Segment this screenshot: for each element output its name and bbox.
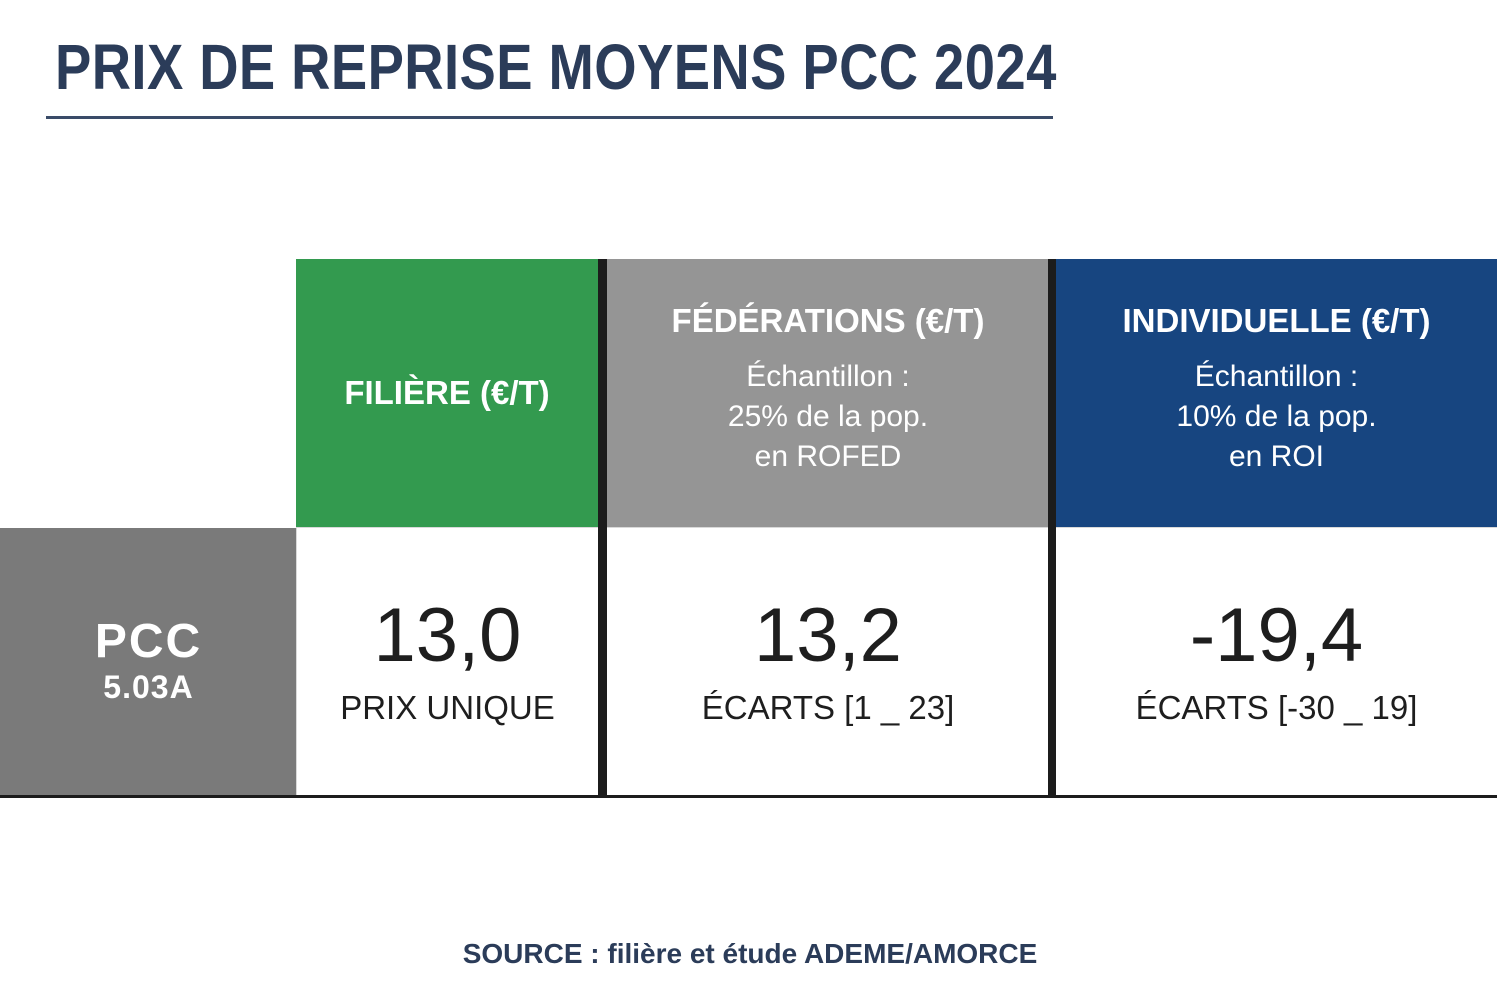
column-header-filiere-label: FILIÈRE (€/T) [344,374,550,412]
column-header-filiere: FILIÈRE (€/T) [296,259,598,527]
value-filiere: 13,0 [373,592,522,678]
page-title: PRIX DE REPRISE MOYENS PCC 2024 [55,31,1057,103]
title-underline [46,116,1053,119]
subheader-line: en ROFED [754,439,902,473]
value-label-federations: ÉCARTS [1 _ 23] [701,689,955,727]
column-header-individuelle-subheader: Échantillon : 10% de la pop. en ROI [1056,357,1497,478]
value-federations: 13,2 [754,592,902,678]
source-caption: SOURCE : filière et étude ADEME/AMORCE [462,938,1038,969]
subheader-line: 25% de la pop. [727,399,929,433]
column-divider [598,259,607,796]
value-cell-individuelle: -19,4 ÉCARTS [-30 _ 19] [1056,527,1497,795]
value-cell-federations: 13,2 ÉCARTS [1 _ 23] [607,527,1049,795]
column-header-individuelle: INDIVIDUELLE (€/T) Échantillon : 10% de … [1056,259,1497,527]
column-header-federations-label: FÉDÉRATIONS (€/T) [671,302,985,339]
value-label-individuelle: ÉCARTS [-30 _ 19] [1135,689,1418,727]
subheader-line: en ROI [1228,439,1325,473]
column-header-federations: FÉDÉRATIONS (€/T) Échantillon : 25% de l… [607,259,1049,527]
value-cell-filiere: 13,0 PRIX UNIQUE [296,527,598,795]
table-bottom-rule [0,795,1497,798]
column-header-individuelle-label: INDIVIDUELLE (€/T) [1122,302,1431,339]
subheader-line: Échantillon : [1194,359,1359,393]
subheader-line: Échantillon : [746,359,910,393]
subheader-line: 10% de la pop. [1176,399,1377,433]
column-header-federations-subheader: Échantillon : 25% de la pop. en ROFED [607,357,1049,478]
row-label-main: PCC [94,614,203,668]
row-label-code: 5.03A [103,669,194,706]
value-label-filiere: PRIX UNIQUE [340,689,555,727]
value-individuelle: -19,4 [1189,592,1364,678]
row-label-pcc: PCC 5.03A [0,528,297,795]
column-divider [1048,259,1056,796]
